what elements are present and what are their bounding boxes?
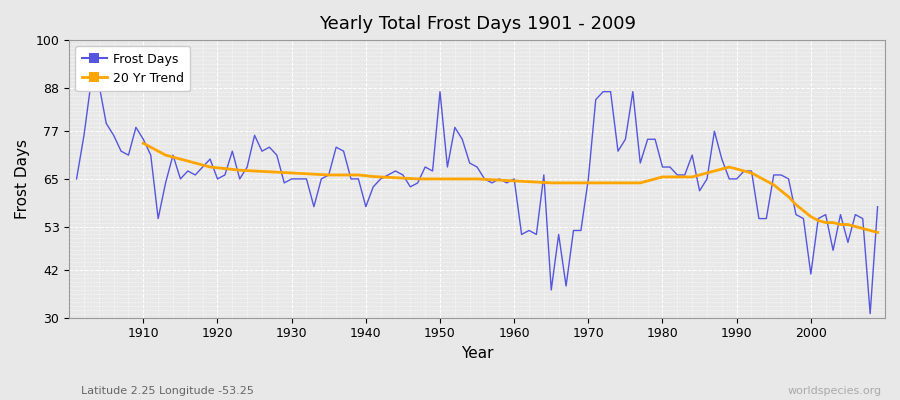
Title: Yearly Total Frost Days 1901 - 2009: Yearly Total Frost Days 1901 - 2009 — [319, 15, 635, 33]
Legend: Frost Days, 20 Yr Trend: Frost Days, 20 Yr Trend — [76, 46, 190, 91]
Y-axis label: Frost Days: Frost Days — [15, 139, 30, 219]
Text: worldspecies.org: worldspecies.org — [788, 386, 882, 396]
Text: Latitude 2.25 Longitude -53.25: Latitude 2.25 Longitude -53.25 — [81, 386, 254, 396]
X-axis label: Year: Year — [461, 346, 493, 361]
